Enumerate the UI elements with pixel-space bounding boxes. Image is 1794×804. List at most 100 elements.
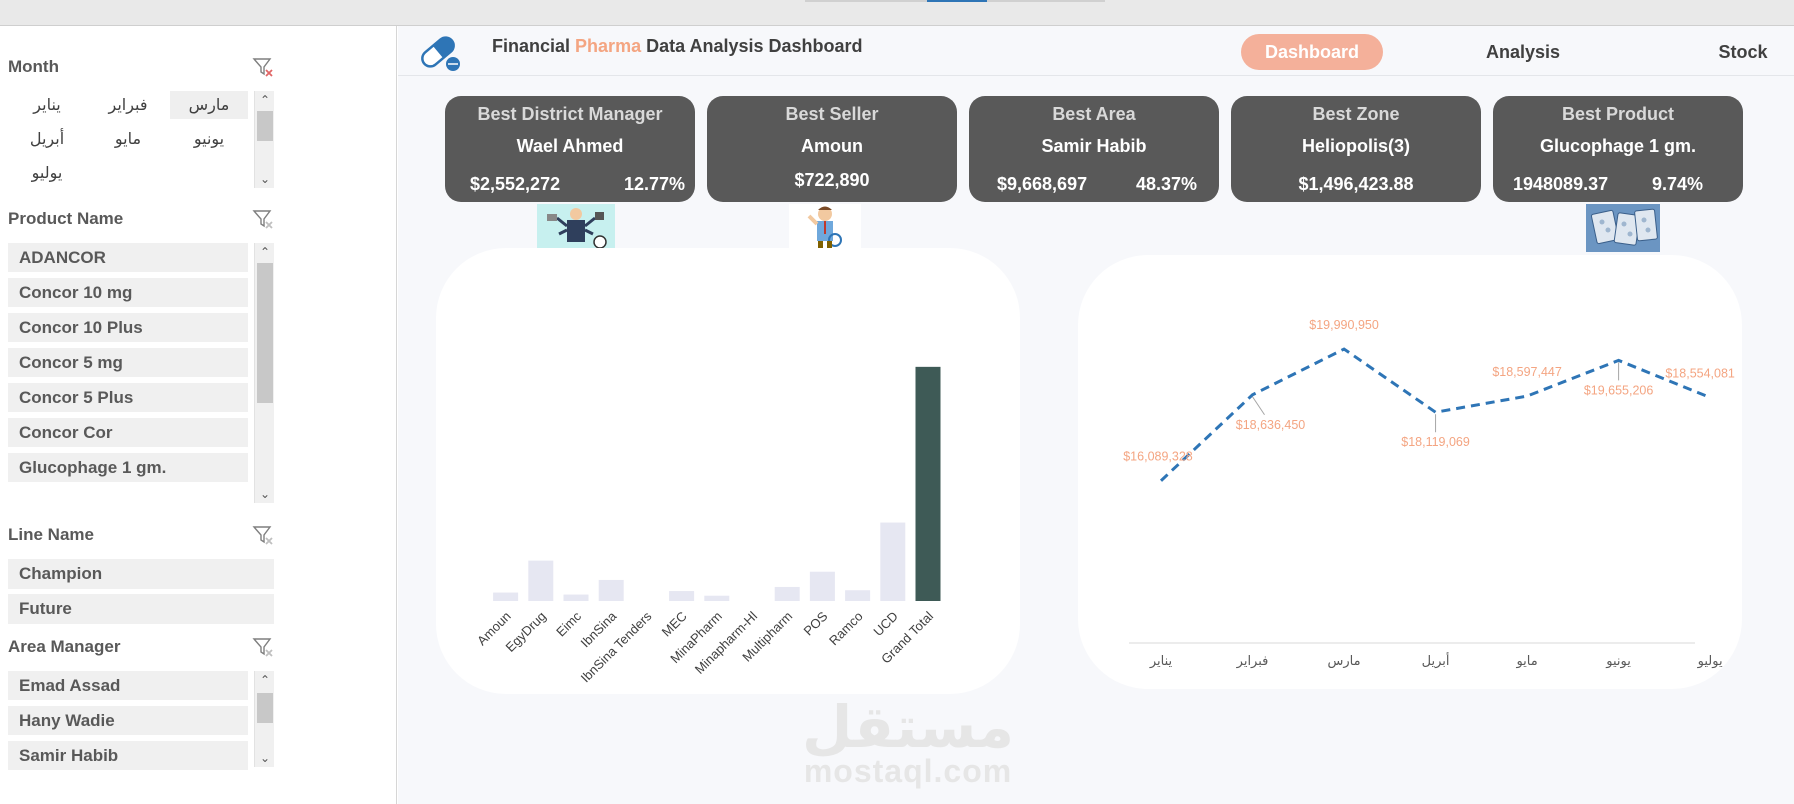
scroll-up-icon[interactable]: ⌃ xyxy=(259,673,271,687)
kpi-title: Best Seller xyxy=(785,104,879,124)
kpi-percent: 12.77% xyxy=(623,174,685,194)
seller-illustration-icon xyxy=(789,204,861,250)
nav-stock-button[interactable]: Stock xyxy=(1718,42,1768,62)
bar xyxy=(809,571,835,601)
list-item[interactable]: ADANCOR xyxy=(8,243,248,272)
scroll-up-icon[interactable]: ⌃ xyxy=(259,245,271,259)
list-item[interactable]: Samir Habib xyxy=(8,741,248,770)
list-item[interactable]: Hany Wadie xyxy=(8,706,248,735)
month-item-selected[interactable]: مارس xyxy=(170,91,248,119)
area-manager-scrollbar[interactable]: ⌃ ⌄ xyxy=(254,671,274,767)
nav-dashboard-button[interactable]: Dashboard xyxy=(1241,34,1383,70)
bar xyxy=(493,592,519,601)
bar xyxy=(704,595,730,601)
month-item[interactable]: يناير xyxy=(33,95,61,114)
kpi-title: Best Product xyxy=(1561,104,1675,124)
kpi-best-zone: Best Zone Heliopolis(3) $1,496,423.88 xyxy=(1231,96,1481,202)
data-label: $16,089,328 xyxy=(1123,450,1193,464)
x-tick-label: Ramco xyxy=(826,609,866,649)
kpi-value: $1,496,423.88 xyxy=(1298,174,1414,194)
slicer-panel: Month يناير فبراير مارس أبريل مايو يونيو… xyxy=(0,26,397,804)
data-label: $19,990,950 xyxy=(1309,318,1379,332)
dashboard-title: Financial Pharma Data Analysis Dashboard xyxy=(492,36,863,56)
kpi-value: $2,552,272 xyxy=(470,174,561,194)
watermark-arabic: مستقل xyxy=(801,693,1015,761)
x-tick-label: MEC xyxy=(659,609,690,640)
nav-analysis-button[interactable]: Analysis xyxy=(1485,42,1561,62)
data-label: $18,119,069 xyxy=(1401,435,1470,449)
bar xyxy=(845,590,871,601)
clear-filter-icon[interactable] xyxy=(252,636,274,658)
x-tick-label: مارس xyxy=(1328,654,1361,669)
x-tick-label: فبراير xyxy=(1236,654,1269,669)
list-item[interactable]: Emad Assad xyxy=(8,671,248,700)
dashboard-header: Financial Pharma Data Analysis Dashboard… xyxy=(398,26,1794,76)
monthly-sales-line-chart-card: $16,089,328 يناير $18,636,450 فبراير $19,990… xyxy=(1078,255,1742,689)
data-label-leader xyxy=(1252,396,1265,416)
clear-filter-icon[interactable] xyxy=(252,524,274,546)
dashboard-main: Financial Pharma Data Analysis Dashboard… xyxy=(398,26,1794,804)
product-scrollbar[interactable]: ⌃ ⌄ xyxy=(254,243,274,503)
monthly-sales-line-chart: $16,089,328 يناير $18,636,450 فبراير $19,990… xyxy=(1123,318,1735,669)
kpi-name: Wael Ahmed xyxy=(516,136,624,156)
kpi-percent: 48.37% xyxy=(1135,174,1197,194)
x-tick-label: يناير xyxy=(1149,654,1173,669)
bar xyxy=(528,560,554,601)
x-tick-label: أبريل xyxy=(1422,652,1450,669)
bar xyxy=(563,594,589,601)
product-items: ADANCOR Concor 10 mg Concor 10 Plus Conc… xyxy=(8,243,248,488)
month-item[interactable]: مايو xyxy=(114,129,142,148)
bar-grand-total xyxy=(915,366,941,601)
manager-illustration-icon xyxy=(537,204,615,250)
month-slicer-title: Month xyxy=(8,57,59,76)
scroll-thumb[interactable] xyxy=(257,263,273,403)
list-item[interactable]: Concor Cor xyxy=(8,418,248,447)
list-item[interactable]: Concor 5 mg xyxy=(8,348,248,377)
list-item[interactable]: Champion xyxy=(8,559,274,589)
kpi-title: Best Area xyxy=(1052,104,1136,124)
scroll-up-icon[interactable]: ⌃ xyxy=(259,93,271,107)
area-manager-items: Emad Assad Hany Wadie Samir Habib xyxy=(8,671,248,776)
month-item[interactable]: يونيو xyxy=(193,129,225,148)
x-tick-label: يونيو xyxy=(1605,654,1631,669)
x-tick-label: مايو xyxy=(1515,654,1537,669)
list-item[interactable]: Concor 10 mg xyxy=(8,278,248,307)
clear-filter-icon[interactable] xyxy=(252,208,274,230)
month-item[interactable]: يوليو xyxy=(31,163,63,182)
kpi-value: 1948089.37 xyxy=(1513,174,1609,194)
month-scrollbar[interactable]: ⌃ ⌄ xyxy=(254,91,274,188)
pills-photo-icon xyxy=(1586,204,1660,252)
list-item[interactable]: Future xyxy=(8,594,274,624)
kpi-title: Best Zone xyxy=(1312,104,1400,124)
scroll-down-icon[interactable]: ⌄ xyxy=(259,751,271,765)
line-slicer: Line Name Champion Future xyxy=(8,520,274,624)
area-manager-slicer-title: Area Manager xyxy=(8,637,121,656)
kpi-title: Best District Manager xyxy=(477,104,663,124)
kpi-best-district-manager: Best District Manager Wael Ahmed $2,552,… xyxy=(445,96,695,202)
data-label: $18,554,081 xyxy=(1665,367,1735,381)
scroll-down-icon[interactable]: ⌄ xyxy=(259,487,271,501)
kpi-best-product: Best Product Glucophage 1 gm. 1948089.37… xyxy=(1493,96,1743,202)
top-bar-active-segment xyxy=(927,0,987,2)
seller-bar-chart-card: Amoun EgyDrug Eimc IbnSina IbnSina Tenders ME… xyxy=(436,248,1020,694)
x-tick-label: UCD xyxy=(870,609,901,640)
clear-filter-icon[interactable] xyxy=(252,56,274,78)
month-item[interactable]: فبراير xyxy=(108,95,148,114)
x-tick-label: POS xyxy=(800,608,830,638)
list-item[interactable]: Glucophage 1 gm. xyxy=(8,453,248,482)
bar xyxy=(669,591,695,601)
kpi-best-area: Best Area Samir Habib $9,668,697 48.37% xyxy=(969,96,1219,202)
line-slicer-title: Line Name xyxy=(8,525,94,544)
kpi-value: $722,890 xyxy=(794,170,870,190)
scroll-down-icon[interactable]: ⌄ xyxy=(259,172,271,186)
line-items: Champion Future xyxy=(8,559,274,629)
month-item[interactable]: أبريل xyxy=(29,129,65,148)
scroll-thumb[interactable] xyxy=(257,111,273,141)
list-item[interactable]: Concor 5 Plus xyxy=(8,383,248,412)
list-item[interactable]: Concor 10 Plus xyxy=(8,313,248,342)
sales-line xyxy=(1159,347,1711,482)
scroll-thumb[interactable] xyxy=(257,693,273,723)
data-label: $19,655,206 xyxy=(1584,383,1654,397)
month-slicer: Month يناير فبراير مارس أبريل مايو يونيو… xyxy=(8,52,274,188)
